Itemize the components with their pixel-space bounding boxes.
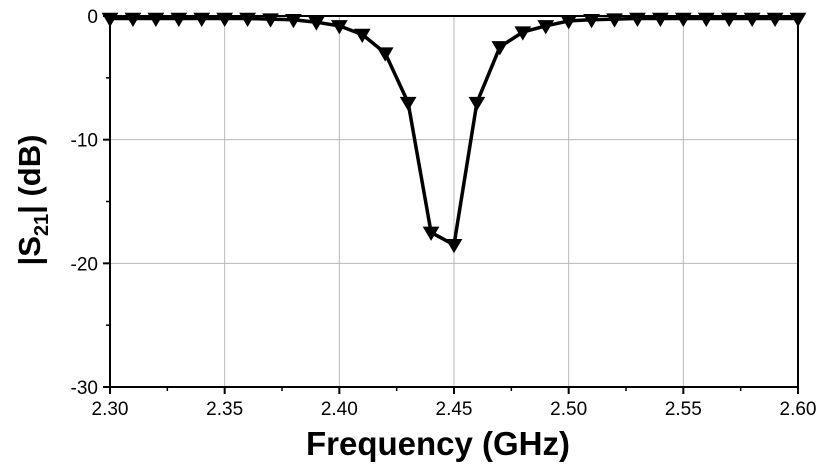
x-tick-label: 2.45 bbox=[436, 399, 473, 420]
data-point-marker bbox=[674, 12, 692, 27]
data-point-marker bbox=[124, 12, 142, 27]
x-tick-label: 2.30 bbox=[92, 399, 129, 420]
data-point-marker bbox=[216, 12, 234, 27]
y-tick-label: 0 bbox=[87, 7, 98, 28]
tick-labels: 2.30 2.35 2.40 2.45 2.50 2.55 2.60 0 -10 -20 -30 bbox=[71, 7, 817, 420]
y-axis-title-tail: | (dB) bbox=[12, 135, 47, 214]
data-point-marker bbox=[491, 41, 509, 56]
data-point-marker bbox=[285, 13, 302, 29]
data-point-marker bbox=[537, 20, 555, 35]
grid-lines bbox=[110, 16, 798, 387]
data-point-marker bbox=[652, 12, 669, 27]
x-tick-label: 2.35 bbox=[206, 399, 243, 420]
data-point-marker bbox=[560, 15, 578, 30]
y-tick-label: -10 bbox=[71, 131, 98, 152]
data-point-marker bbox=[170, 12, 188, 27]
x-tick-label: 2.40 bbox=[321, 399, 358, 420]
data-point-marker bbox=[697, 12, 715, 27]
axis-ticks bbox=[103, 15, 799, 394]
data-point-marker bbox=[262, 13, 279, 28]
data-point-marker bbox=[789, 12, 807, 27]
data-point-marker bbox=[720, 12, 738, 27]
data-point-marker bbox=[330, 20, 348, 35]
data-point-marker bbox=[239, 12, 256, 27]
data-point-marker bbox=[376, 47, 394, 62]
data-point-marker bbox=[101, 12, 119, 27]
data-point-marker bbox=[445, 239, 463, 254]
y-tick-label: -20 bbox=[71, 254, 98, 275]
y-axis-title-main: |S bbox=[12, 236, 47, 265]
data-point-marker bbox=[193, 12, 211, 27]
x-axis-title: Frequency (GHz) bbox=[306, 425, 570, 462]
x-tick-label: 2.60 bbox=[780, 399, 817, 420]
data-point-marker bbox=[308, 16, 325, 31]
data-point-marker bbox=[468, 96, 486, 112]
y-axis-title: |S21| (dB) bbox=[12, 135, 53, 266]
x-tick-label: 2.50 bbox=[550, 399, 587, 420]
x-tick-label: 2.55 bbox=[665, 399, 702, 420]
data-point-marker bbox=[606, 13, 623, 28]
data-point-marker bbox=[766, 12, 784, 27]
data-point-marker bbox=[583, 13, 600, 29]
data-point-marker bbox=[629, 12, 646, 27]
data-point-marker bbox=[743, 12, 761, 27]
y-tick-label: -30 bbox=[71, 378, 98, 399]
data-point-marker bbox=[147, 12, 165, 27]
data-point-marker bbox=[353, 28, 371, 44]
data-point-marker bbox=[422, 226, 440, 241]
data-markers bbox=[101, 12, 807, 254]
y-axis-title-subscript: 21 bbox=[31, 214, 53, 236]
data-point-marker bbox=[399, 96, 417, 112]
data-point-marker bbox=[514, 26, 532, 41]
